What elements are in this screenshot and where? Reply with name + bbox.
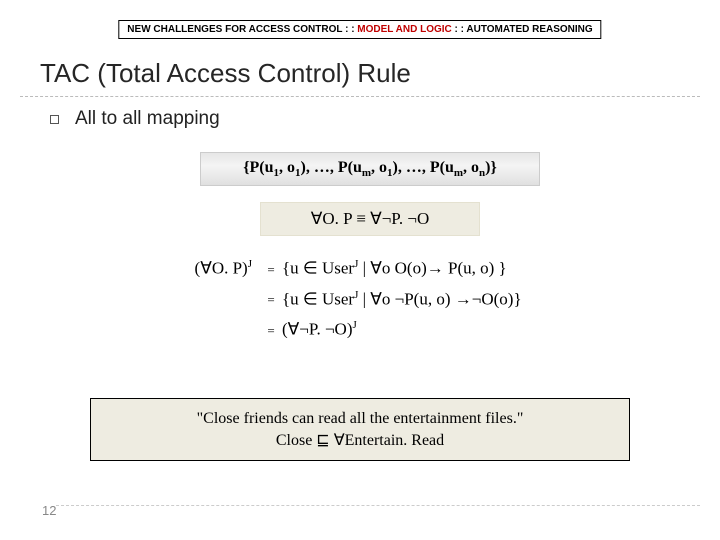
identity-box: ∀O. P ≡ ∀¬P. ¬O — [260, 202, 480, 236]
def-rhs-2: {u ∈ UserJ | ∀o ¬P(u, o) →¬O(o)} — [282, 289, 522, 310]
def-rhs-3: (∀¬P. ¬O)J — [282, 319, 357, 340]
def-eq-3: = — [260, 323, 282, 339]
def-row-3: = (∀¬P. ¬O)J — [150, 319, 522, 340]
def-rhs-1: {u ∈ UserJ | ∀o O(o)→ P(u, o) } — [282, 258, 507, 279]
example-box: "Close friends can read all the entertai… — [90, 398, 630, 461]
title-divider — [20, 96, 700, 97]
def-lhs: (∀O. P)J — [150, 258, 260, 279]
bullet-item: All to all mapping — [50, 108, 220, 130]
example-line2: Close ⊑ ∀Entertain. Read — [103, 430, 617, 452]
breadcrumb-highlight: MODEL AND LOGIC — [357, 24, 451, 35]
def-row-2: = {u ∈ UserJ | ∀o ¬P(u, o) →¬O(o)} — [150, 289, 522, 310]
breadcrumb-part3: : : AUTOMATED REASONING — [452, 24, 593, 35]
def-eq-1: = — [260, 262, 282, 278]
definitions-block: (∀O. P)J = {u ∈ UserJ | ∀o O(o)→ P(u, o)… — [150, 258, 522, 350]
bullet-square-icon — [50, 115, 59, 124]
example-line1: "Close friends can read all the entertai… — [103, 408, 617, 430]
footer-divider — [56, 505, 700, 506]
set-formula-box: {P(u1, o1), …, P(um, o1), …, P(um, on)} — [200, 152, 540, 186]
bullet-text: All to all mapping — [75, 108, 220, 130]
breadcrumb-part1: NEW CHALLENGES FOR ACCESS CONTROL : : — [127, 24, 357, 35]
breadcrumb: NEW CHALLENGES FOR ACCESS CONTROL : : MO… — [118, 20, 601, 39]
def-eq-2: = — [260, 292, 282, 308]
page-number: 12 — [42, 503, 56, 518]
def-row-1: (∀O. P)J = {u ∈ UserJ | ∀o O(o)→ P(u, o)… — [150, 258, 522, 279]
page-title: TAC (Total Access Control) Rule — [40, 58, 411, 89]
